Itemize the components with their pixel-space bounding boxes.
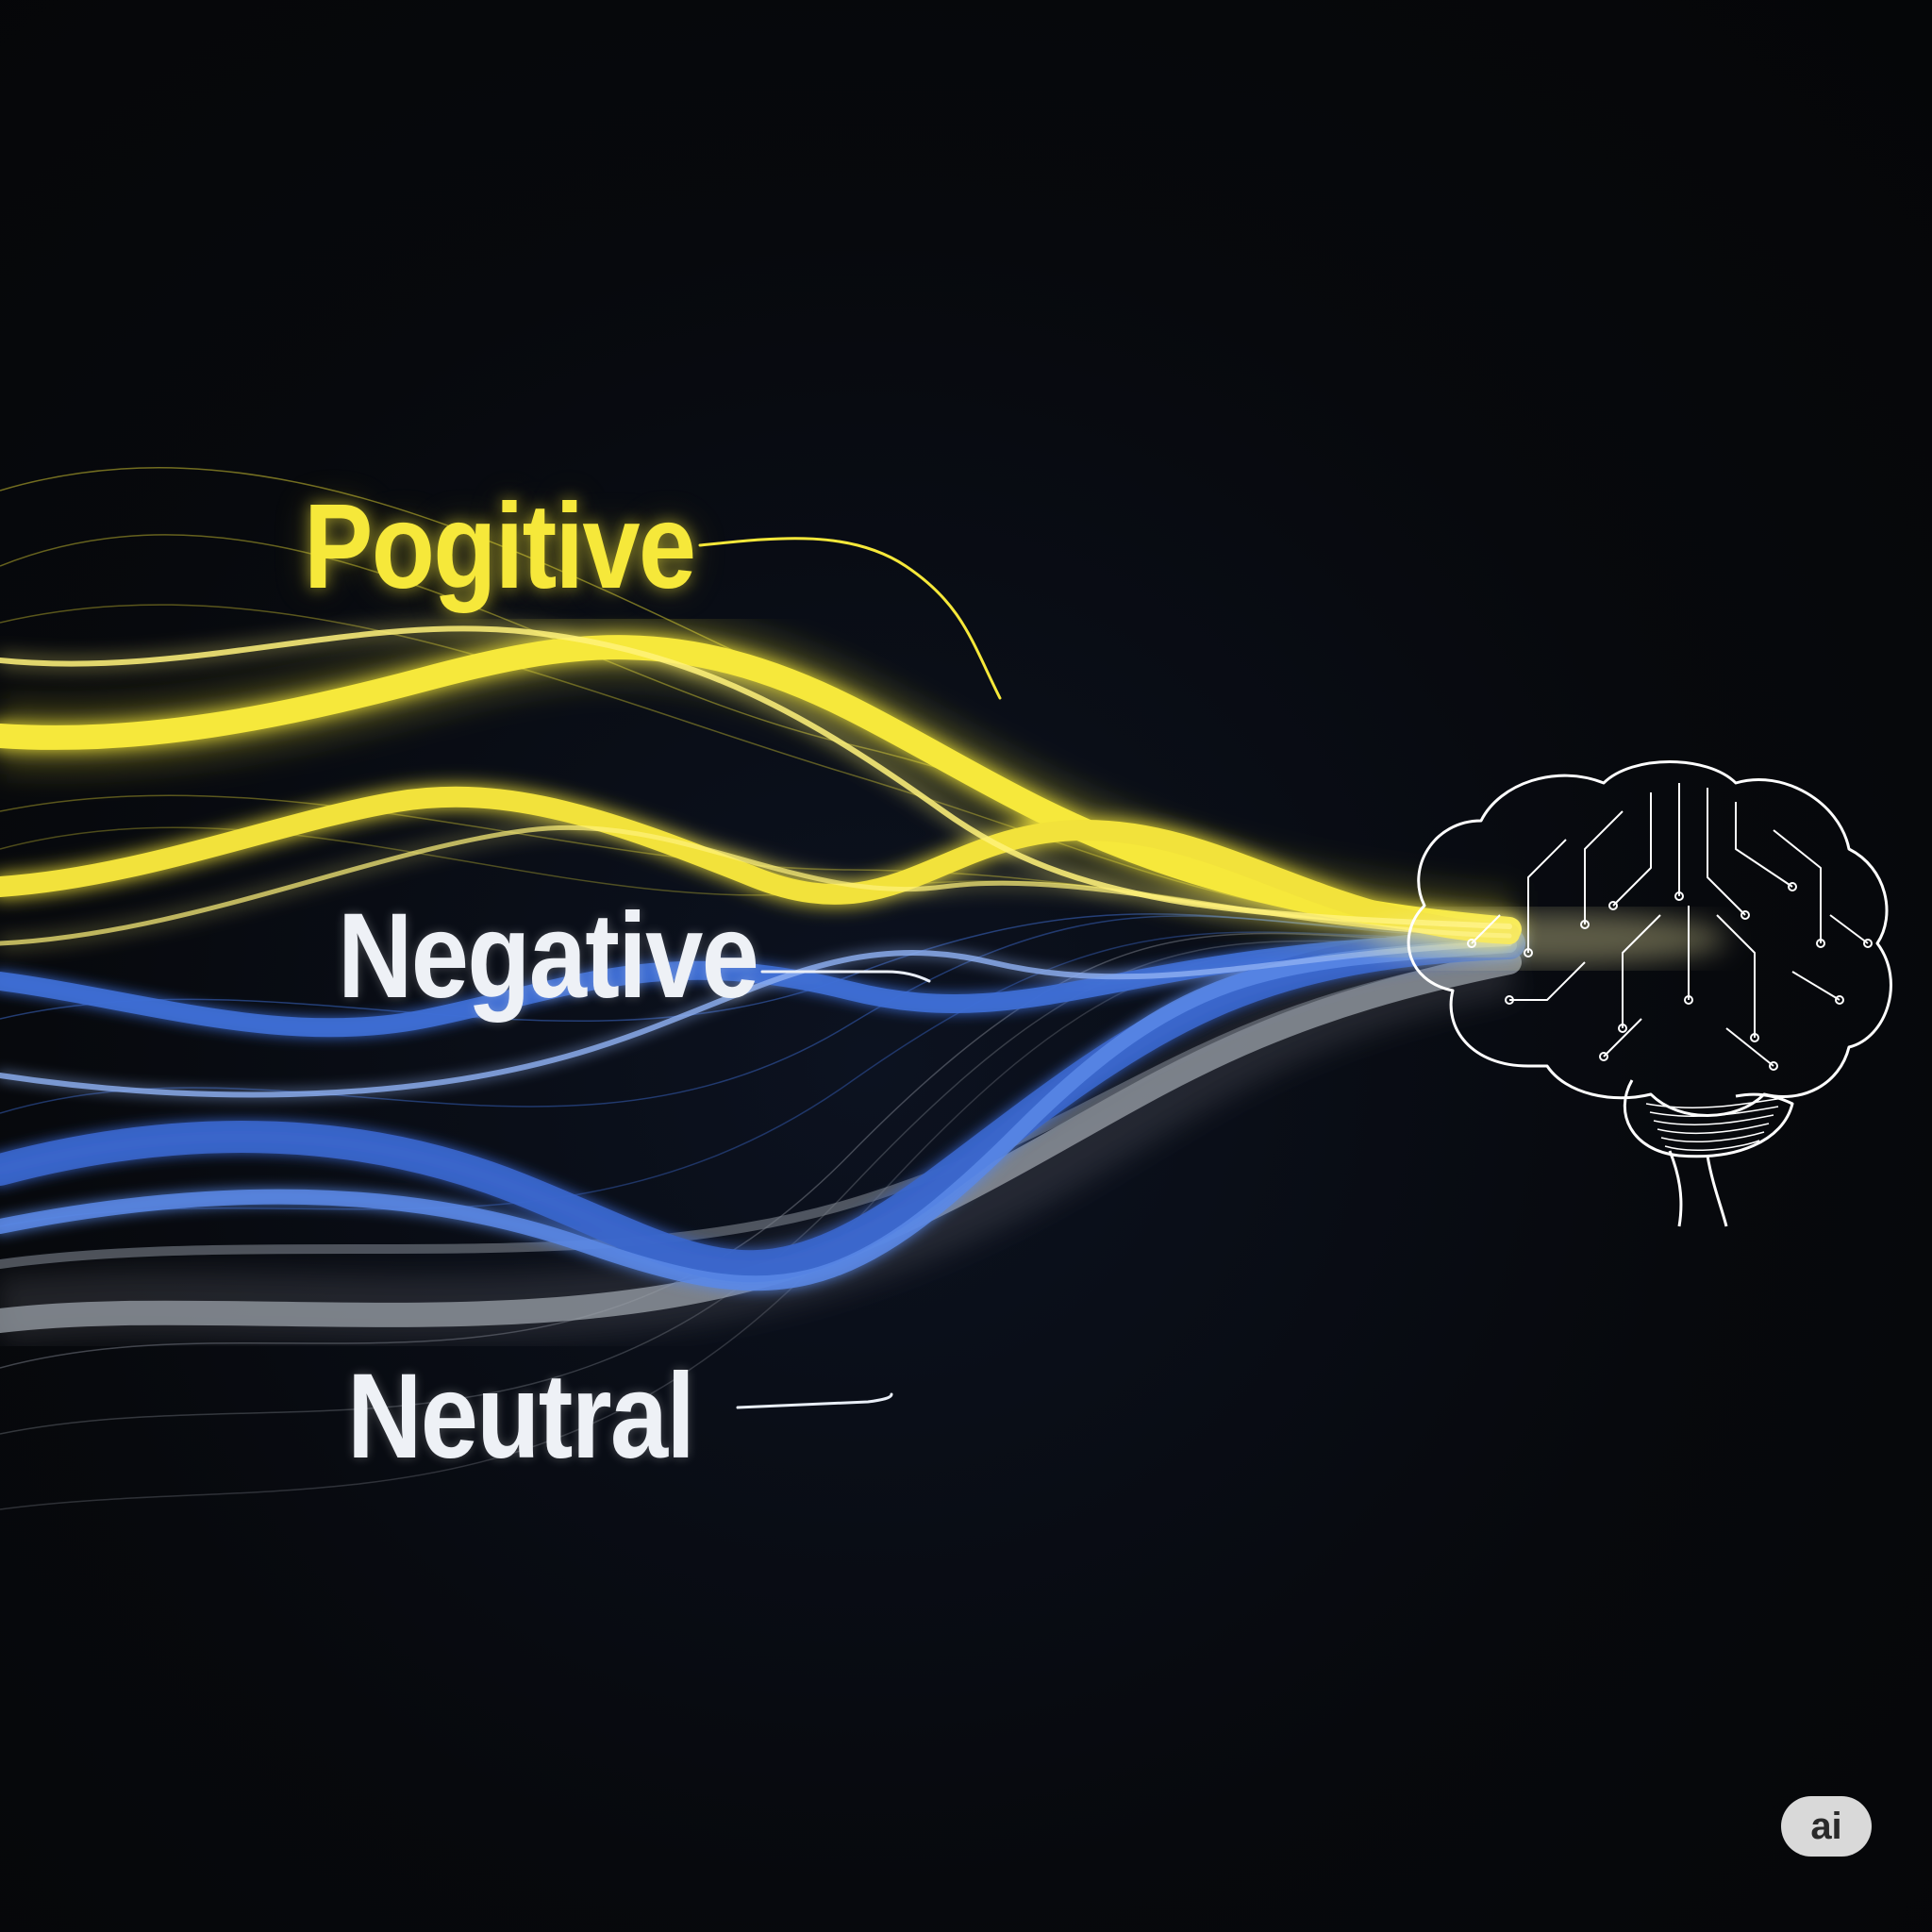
cerebellum-fold	[1653, 1114, 1774, 1125]
circuit-node	[1684, 995, 1693, 1005]
circuit-node	[1740, 910, 1750, 920]
negative-stream-band-3	[0, 938, 1517, 1291]
brain-cerebellum-folds	[1645, 1097, 1784, 1151]
circuit-node	[1608, 901, 1618, 910]
circuit-trace	[1509, 961, 1586, 1001]
neutral-stream-band-2	[0, 953, 1514, 1269]
circuit-node	[1816, 939, 1825, 948]
circuit-trace	[1773, 829, 1822, 943]
label-leader-lines	[698, 537, 1002, 1409]
brain-cerebrum-outline	[1407, 760, 1892, 1117]
circuit-trace	[1603, 1018, 1642, 1058]
positive-leader-line	[698, 537, 1002, 700]
neutral-label: Neutral	[347, 1349, 695, 1484]
circuit-trace	[1829, 914, 1869, 944]
circuit-node	[1769, 1061, 1778, 1071]
neutral-leader-line	[736, 1392, 893, 1409]
circuit-trace	[1791, 971, 1840, 1001]
cerebellum-fold	[1645, 1097, 1784, 1108]
thin-strand	[0, 931, 1510, 1227]
circuit-trace	[1622, 914, 1661, 1028]
circuit-trace	[1707, 788, 1746, 916]
brain-circuit-traces	[1467, 783, 1873, 1071]
circuit-trace	[1527, 839, 1567, 953]
cerebellum-fold	[1649, 1106, 1779, 1117]
positive-stream	[0, 609, 1522, 967]
positive-stream-band-2	[0, 786, 1520, 944]
thin-strand	[0, 932, 1510, 1369]
circuit-trace	[1735, 802, 1793, 888]
circuit-node	[1863, 939, 1873, 948]
negative-label: Negative	[338, 889, 759, 1024]
convergence-glow	[1368, 912, 1726, 965]
negative-stream-band-4	[0, 941, 1512, 1098]
circuit-node	[1505, 995, 1514, 1005]
circuit-node	[1835, 995, 1844, 1005]
negative-leader-line	[760, 970, 931, 983]
positive-stream-band-4	[0, 824, 1512, 946]
circuit-node	[1524, 948, 1533, 958]
positive-stream-band-1	[0, 635, 1522, 941]
circuit-node	[1599, 1052, 1608, 1061]
cerebellum-fold	[1657, 1123, 1770, 1134]
circuit-brain-icon	[1407, 760, 1892, 1227]
brain-stem	[1668, 1150, 1728, 1227]
circuit-node	[1750, 1033, 1759, 1042]
circuit-trace	[1471, 914, 1501, 944]
circuit-node	[1674, 891, 1684, 901]
positive-label: Pogitive	[304, 479, 696, 614]
negative-stream-band-2	[0, 927, 1525, 1283]
circuit-node	[1788, 882, 1797, 891]
circuit-node	[1467, 939, 1476, 948]
cerebellum-fold	[1660, 1131, 1765, 1142]
circuit-trace	[1584, 810, 1624, 924]
cerebellum-fold	[1664, 1140, 1760, 1151]
ai-badge-icon: ai	[1781, 1796, 1872, 1857]
circuit-trace	[1612, 792, 1652, 907]
circuit-trace	[1725, 1027, 1774, 1067]
brain-cerebellum-outline	[1623, 1079, 1794, 1158]
negative-stream	[0, 927, 1525, 1291]
circuit-node	[1618, 1024, 1627, 1033]
circuit-node	[1580, 920, 1590, 929]
circuit-trace	[1716, 914, 1756, 1038]
